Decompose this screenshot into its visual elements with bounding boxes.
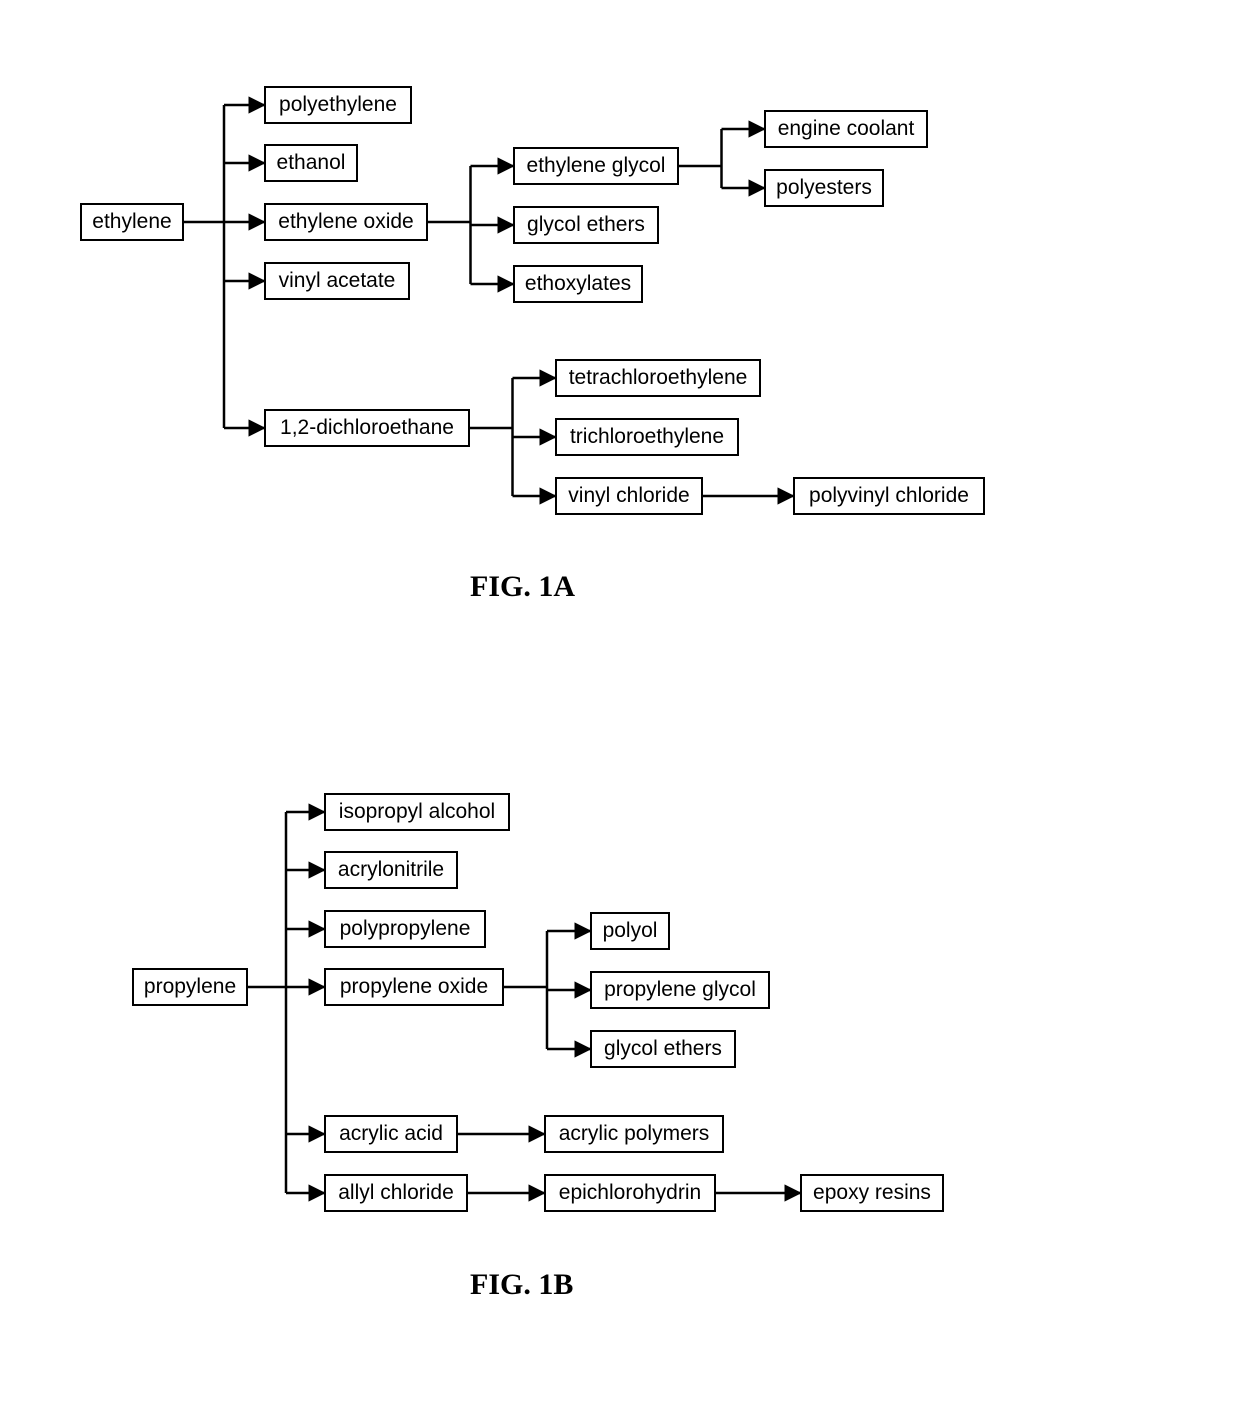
node-label: allyl chloride bbox=[338, 1181, 454, 1205]
node-ethanol: ethanol bbox=[264, 144, 358, 182]
node-label: polyvinyl chloride bbox=[809, 484, 969, 508]
node-label: isopropyl alcohol bbox=[339, 800, 495, 824]
node-tetrachloroethylene: tetrachloroethylene bbox=[555, 359, 761, 397]
node-label: acrylonitrile bbox=[338, 858, 444, 882]
node-label: ethylene glycol bbox=[527, 154, 666, 178]
page: ethylene polyethylene ethanol ethylene o… bbox=[0, 0, 1240, 1411]
node-label: ethylene bbox=[92, 210, 171, 234]
node-label: polypropylene bbox=[340, 917, 471, 941]
node-label: polyol bbox=[603, 919, 658, 943]
node-isopropyl-alcohol: isopropyl alcohol bbox=[324, 793, 510, 831]
node-label: glycol ethers bbox=[604, 1037, 722, 1061]
node-allyl-chloride: allyl chloride bbox=[324, 1174, 468, 1212]
node-label: polyethylene bbox=[279, 93, 397, 117]
node-label: ethylene oxide bbox=[278, 210, 413, 234]
node-label: propylene oxide bbox=[340, 975, 488, 999]
node-polypropylene: polypropylene bbox=[324, 910, 486, 948]
node-label: 1,2-dichloroethane bbox=[280, 416, 454, 440]
node-label: ethanol bbox=[277, 151, 346, 175]
node-label: epoxy resins bbox=[813, 1181, 931, 1205]
node-label: glycol ethers bbox=[527, 213, 645, 237]
node-acrylic-polymers: acrylic polymers bbox=[544, 1115, 724, 1153]
node-label: tetrachloroethylene bbox=[569, 366, 748, 390]
node-propylene-oxide: propylene oxide bbox=[324, 968, 504, 1006]
node-acrylic-acid: acrylic acid bbox=[324, 1115, 458, 1153]
node-polyol: polyol bbox=[590, 912, 670, 950]
node-label: vinyl acetate bbox=[279, 269, 396, 293]
node-label: acrylic acid bbox=[339, 1122, 443, 1146]
node-epoxy-resins: epoxy resins bbox=[800, 1174, 944, 1212]
node-label: vinyl chloride bbox=[568, 484, 689, 508]
node-ethylene-glycol: ethylene glycol bbox=[513, 147, 679, 185]
node-glycol-ethers-b: glycol ethers bbox=[590, 1030, 736, 1068]
caption-fig1b: FIG. 1B bbox=[470, 1268, 573, 1302]
node-propylene: propylene bbox=[132, 968, 248, 1006]
node-label: polyesters bbox=[776, 176, 872, 200]
node-polyvinyl-chloride: polyvinyl chloride bbox=[793, 477, 985, 515]
node-polyethylene: polyethylene bbox=[264, 86, 412, 124]
node-trichloroethylene: trichloroethylene bbox=[555, 418, 739, 456]
node-polyesters: polyesters bbox=[764, 169, 884, 207]
node-vinyl-acetate: vinyl acetate bbox=[264, 262, 410, 300]
node-propylene-glycol: propylene glycol bbox=[590, 971, 770, 1009]
node-label: acrylic polymers bbox=[559, 1122, 710, 1146]
node-ethoxylates: ethoxylates bbox=[513, 265, 643, 303]
node-ethylene: ethylene bbox=[80, 203, 184, 241]
node-label: propylene glycol bbox=[604, 978, 756, 1002]
node-label: trichloroethylene bbox=[570, 425, 724, 449]
node-epichlorohydrin: epichlorohydrin bbox=[544, 1174, 716, 1212]
caption-fig1a: FIG. 1A bbox=[470, 570, 575, 604]
node-vinyl-chloride: vinyl chloride bbox=[555, 477, 703, 515]
node-ethylene-oxide: ethylene oxide bbox=[264, 203, 428, 241]
node-label: propylene bbox=[144, 975, 236, 999]
node-label: epichlorohydrin bbox=[559, 1181, 701, 1205]
node-dichloroethane: 1,2-dichloroethane bbox=[264, 409, 470, 447]
node-engine-coolant: engine coolant bbox=[764, 110, 928, 148]
node-label: engine coolant bbox=[778, 117, 915, 141]
node-label: ethoxylates bbox=[525, 272, 631, 296]
node-acrylonitrile: acrylonitrile bbox=[324, 851, 458, 889]
node-glycol-ethers: glycol ethers bbox=[513, 206, 659, 244]
